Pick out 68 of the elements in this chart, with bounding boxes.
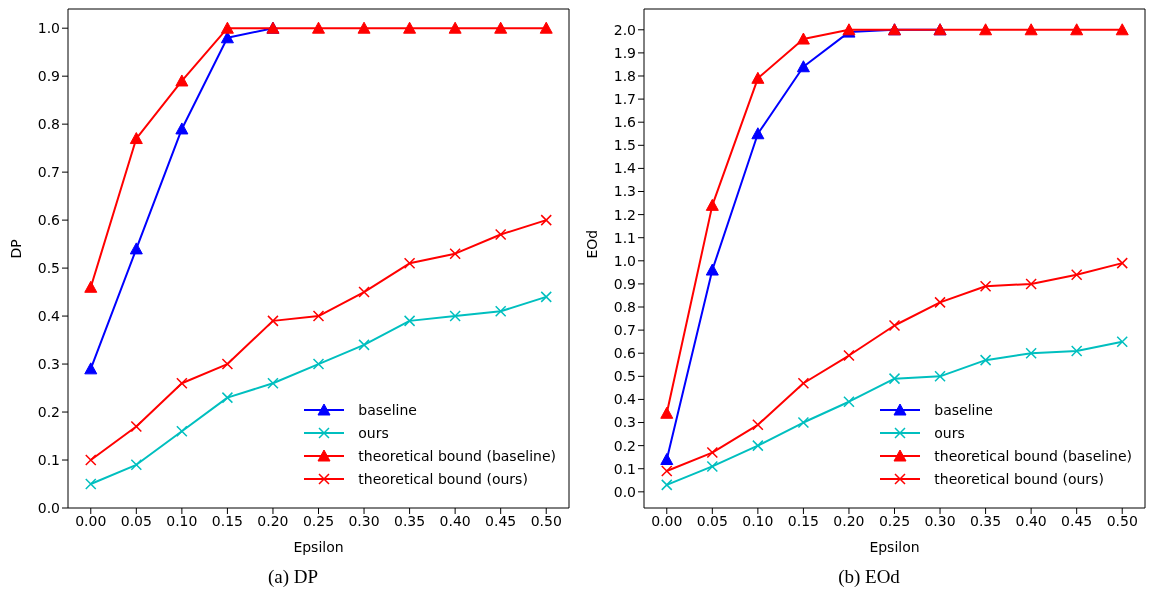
x-axis-title: Epsilon [869,539,920,555]
x-tick-label: 0.50 [1106,512,1138,529]
x-tick-label: 0.45 [1061,512,1093,529]
y-tick-label: 1.1 [613,229,636,246]
x-tick-label: 0.45 [485,512,517,529]
y-tick-label: 1.9 [613,44,636,61]
y-tick-label: 0.5 [613,368,636,385]
y-tick-label: 0.9 [37,68,60,85]
y-tick-label: 1.2 [613,206,636,223]
y-tick-label: 0.8 [613,298,636,315]
x-tick-label: 0.20 [257,512,289,529]
y-tick-label: 2.0 [613,21,636,38]
y-tick-label: 0.9 [613,275,636,292]
x-tick-label: 0.30 [348,512,380,529]
x-tick-label: 0.00 [651,512,683,529]
x-tick-label: 0.05 [120,512,152,529]
y-tick-label: 1.5 [613,137,636,154]
y-tick-label: 0.2 [37,404,60,421]
y-tick-label: 0.3 [613,414,636,431]
y-tick-label: 0.8 [37,116,60,133]
y-tick-label: 0.4 [613,391,637,408]
x-tick-label: 0.15 [211,512,243,529]
y-tick-label: 0.6 [37,212,61,229]
y-tick-label: 0.0 [613,483,636,500]
legend-label: ours [934,424,965,441]
y-tick-label: 0.1 [37,451,60,468]
y-tick-label: 0.4 [37,308,61,325]
y-tick-label: 0.1 [613,460,636,477]
x-tick-label: 0.30 [924,512,956,529]
x-tick-label: 0.10 [742,512,774,529]
y-tick-label: 0.3 [37,356,60,373]
x-axis-title: Epsilon [293,539,344,555]
y-tick-label: 1.3 [613,183,636,200]
x-tick-label: 0.25 [302,512,335,529]
legend-label: theoretical bound (ours) [358,470,528,487]
y-tick-label: 1.8 [613,67,636,84]
y-tick-label: 0.2 [613,437,636,454]
x-tick-label: 0.15 [787,512,819,529]
legend-label: baseline [934,401,993,418]
x-tick-label: 0.20 [833,512,865,529]
y-axis-title: DP [7,239,24,259]
y-tick-label: 0.7 [37,164,60,181]
x-tick-label: 0.05 [696,512,728,529]
y-axis-title: EOd [583,229,600,259]
y-tick-label: 1.4 [613,160,637,177]
y-tick-label: 0.7 [613,322,636,339]
x-tick-label: 0.35 [970,512,1002,529]
x-tick-label: 0.40 [1015,512,1047,529]
y-tick-label: 1.0 [613,252,636,269]
y-tick-label: 1.0 [37,20,60,37]
x-tick-label: 0.00 [75,512,107,529]
legend-label: ours [358,424,389,441]
legend-label: theoretical bound (ours) [934,470,1104,487]
y-tick-label: 1.6 [613,114,637,131]
text: (b) EOd [837,566,901,588]
text: (a) DP [266,566,320,588]
x-tick-label: 0.50 [530,512,562,529]
y-tick-label: 1.7 [613,91,636,108]
y-tick-label: 0.6 [613,345,637,362]
x-tick-label: 0.10 [166,512,198,529]
legend-label: baseline [358,401,417,418]
x-tick-label: 0.35 [394,512,426,529]
legend-label: theoretical bound (baseline) [934,447,1132,464]
y-tick-label: 0.0 [37,499,60,516]
legend-label: theoretical bound (baseline) [358,447,556,464]
x-tick-label: 0.40 [439,512,471,529]
y-tick-label: 0.5 [37,260,60,277]
x-tick-label: 0.25 [878,512,911,529]
